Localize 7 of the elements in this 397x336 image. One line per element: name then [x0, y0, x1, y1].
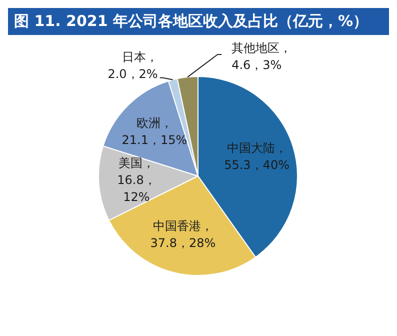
- slice-label: 中国香港， 37.8，28%: [150, 218, 216, 252]
- slice-label: 其他地区， 4.6，3%: [232, 40, 292, 74]
- slice-label: 中国大陆， 55.3，40%: [224, 140, 290, 174]
- slice-label: 美国， 16.8， 12%: [117, 154, 156, 206]
- chart-title: 图 11. 2021 年公司各地区收入及占比（亿元，%）: [8, 8, 389, 35]
- slice-label: 欧洲， 21.1，15%: [122, 114, 188, 149]
- slice-label: 日本， 2.0，2%: [108, 48, 158, 83]
